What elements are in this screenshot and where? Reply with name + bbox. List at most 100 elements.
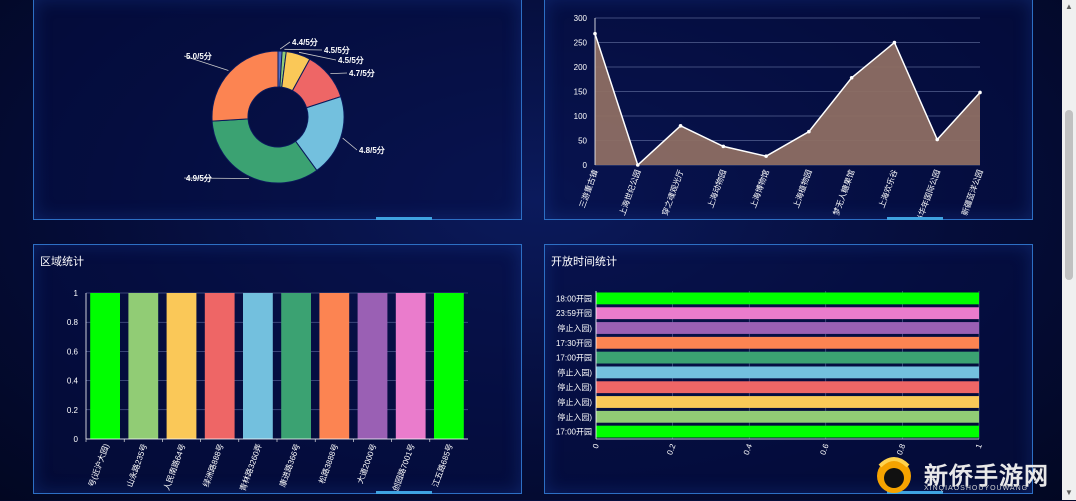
pie-label-line: [298, 51, 337, 61]
area-y-tick-label: 50: [578, 137, 587, 146]
bar: [204, 293, 235, 439]
bar: [319, 293, 350, 439]
hbar-y-tick-label: 17:30开园: [556, 339, 592, 348]
area-point: [892, 40, 897, 45]
area-fill: [595, 33, 980, 166]
scroll-up-arrow-icon[interactable]: ▲: [1065, 2, 1073, 11]
hbar-y-tick-label: 18:00开园: [556, 294, 592, 303]
hbar: [596, 425, 979, 438]
hbar-x-tick-label: 1: [974, 442, 984, 450]
hbar-x-tick-label: 0.2: [665, 442, 677, 456]
area-point: [635, 163, 640, 167]
watermark: 新侨手游网 XINQIAOSHOUYOUWANG: [872, 452, 1062, 496]
pie-panel: 4.4/5分 4.5/5分 4.5/5分 4.7/5分 4.8/5分 4.9/5分 5.0/…: [33, 0, 522, 220]
page-scrollbar[interactable]: ▲ ▼: [1062, 0, 1076, 500]
area-x-tick-label: 当华年国际公园: [914, 168, 943, 219]
area-x-tick-label: 梦无人糖果馆: [831, 168, 857, 217]
area-y-tick-label: 150: [574, 88, 588, 97]
pie-label-line: [279, 41, 291, 50]
opening-panel: 开放时间统计 0 0.2 0.4 0.6 0.8 1 17:00开园 停止入园) 停止入园) 停止…: [544, 244, 1033, 494]
bar-y-tick-label: 0.4: [67, 377, 79, 386]
region-panel-title: 区域统计: [40, 256, 84, 268]
pie-label-line: [183, 55, 229, 71]
hbar: [596, 396, 979, 408]
area-y-tick-label: 250: [574, 39, 588, 48]
area-panel-scrollbar[interactable]: [887, 217, 943, 220]
bar-x-tick-label: 青林路3260弄: [237, 442, 263, 492]
area-y-tick-label: 300: [574, 14, 588, 23]
watermark-subtext: XINQIAOSHOUYOUWANG: [924, 485, 1029, 492]
hbar-y-tick-label: 23:59开园: [556, 309, 592, 318]
bar: [434, 293, 464, 439]
area-y-tick-label: 0: [583, 161, 588, 170]
bar-y-tick-label: 0: [74, 435, 79, 444]
area-point: [935, 137, 940, 142]
bar-x-tick-label: 松路3888号: [316, 442, 340, 485]
area-x-tick-label: 上海欢乐谷: [876, 168, 899, 209]
pie-label-line: [342, 137, 358, 151]
bar: [395, 293, 426, 439]
scroll-down-arrow-icon[interactable]: ▼: [1065, 488, 1073, 497]
hbar-x-tick-label: 0.4: [742, 442, 754, 456]
area-point: [721, 144, 726, 149]
region-panel-scrollbar[interactable]: [376, 491, 432, 494]
pie-slice-label: 4.7/5分: [349, 68, 375, 78]
area-point: [678, 124, 683, 128]
pie-label-line: [183, 177, 250, 179]
hbar-y-tick-label: 停止入园): [557, 323, 592, 333]
bar-x-tick-label: 大道2000号: [355, 442, 379, 485]
area-point: [978, 90, 982, 95]
bar-y-tick-label: 1: [74, 289, 79, 298]
area-x-tick-label: 上海世纪公园: [617, 168, 643, 217]
area-x-tick-label: 穿之魂观光厅: [660, 168, 686, 217]
hbar: [596, 336, 979, 349]
bar: [243, 293, 273, 439]
hbar-y-tick-label: 停止入园): [557, 412, 592, 422]
area-panel: 0 50 100 150 200 250 300 三游重古镇 上海世纪公园 穿之魂观光厅 上海动物园…: [544, 0, 1033, 224]
region-panel: 区域统计 0 0.2 0.4 0.6 0.8 1 号(近沪大园) 山永路235号 人民南路64号…: [33, 244, 522, 494]
hbar-y-tick-label: 停止入园): [557, 397, 592, 407]
area-point: [764, 154, 768, 158]
area-y-tick-label: 100: [574, 112, 588, 121]
bar-x-tick-label: 山永路235号: [124, 442, 149, 488]
bar-y-tick-label: 0.2: [67, 406, 79, 415]
area-point: [849, 75, 854, 80]
hbar-y-tick-label: 17:00开园: [556, 428, 592, 437]
pie-label-line: [330, 72, 348, 75]
area-x-tick-label: 三游重古镇: [577, 168, 600, 209]
bar-x-tick-label: 绿洲路888号: [201, 442, 226, 488]
bar-x-tick-label: 康进路366号: [277, 442, 302, 488]
bar-x-tick-label: 创园路7001号: [390, 442, 416, 492]
hbar-x-tick-label: 0.6: [818, 442, 830, 456]
pie-slice: [211, 118, 318, 184]
hbar-x-tick-label: 0.8: [895, 442, 907, 456]
hbar: [596, 366, 979, 379]
bar: [281, 293, 311, 439]
area-x-tick-label: 新疆蓝洋公园: [959, 168, 985, 217]
hbar: [596, 410, 979, 423]
pie-slice-label: 4.9/5分: [186, 173, 212, 183]
pie-slice-label: 4.5/5分: [324, 45, 350, 55]
pie-label-line: [284, 48, 323, 51]
region-bar-chart: 0 0.2 0.4 0.6 0.8 1 号(近沪大园) 山永路235号 人民南路64号 绿洲路88…: [67, 289, 468, 492]
area-x-tick-label: 上海动物园: [705, 168, 728, 209]
hbar-y-tick-label: 17:00开园: [556, 354, 592, 363]
pie-panel-scrollbar[interactable]: [376, 217, 432, 220]
bar-x-tick-label: 号(近沪大园): [86, 442, 111, 488]
hbar: [596, 322, 979, 334]
hbar: [596, 292, 979, 305]
hbar-y-tick-label: 停止入园): [557, 367, 592, 377]
bar: [128, 293, 159, 439]
scrollbar-thumb[interactable]: [1065, 110, 1073, 280]
bar-y-tick-label: 0.6: [67, 347, 79, 356]
bar: [357, 293, 388, 439]
opening-panel-scrollbar[interactable]: [887, 491, 943, 494]
bar-y-tick-label: 0.8: [67, 318, 79, 327]
pie-slice-label: 4.8/5分: [359, 145, 385, 155]
bar: [90, 293, 120, 439]
hbar: [596, 381, 979, 394]
bar-x-tick-label: 江五路685号: [430, 442, 455, 488]
area-x-tick-label: 上海植物园: [791, 168, 814, 209]
pie-slice-label: 5.0/5分: [186, 51, 212, 61]
hbar: [596, 351, 979, 364]
